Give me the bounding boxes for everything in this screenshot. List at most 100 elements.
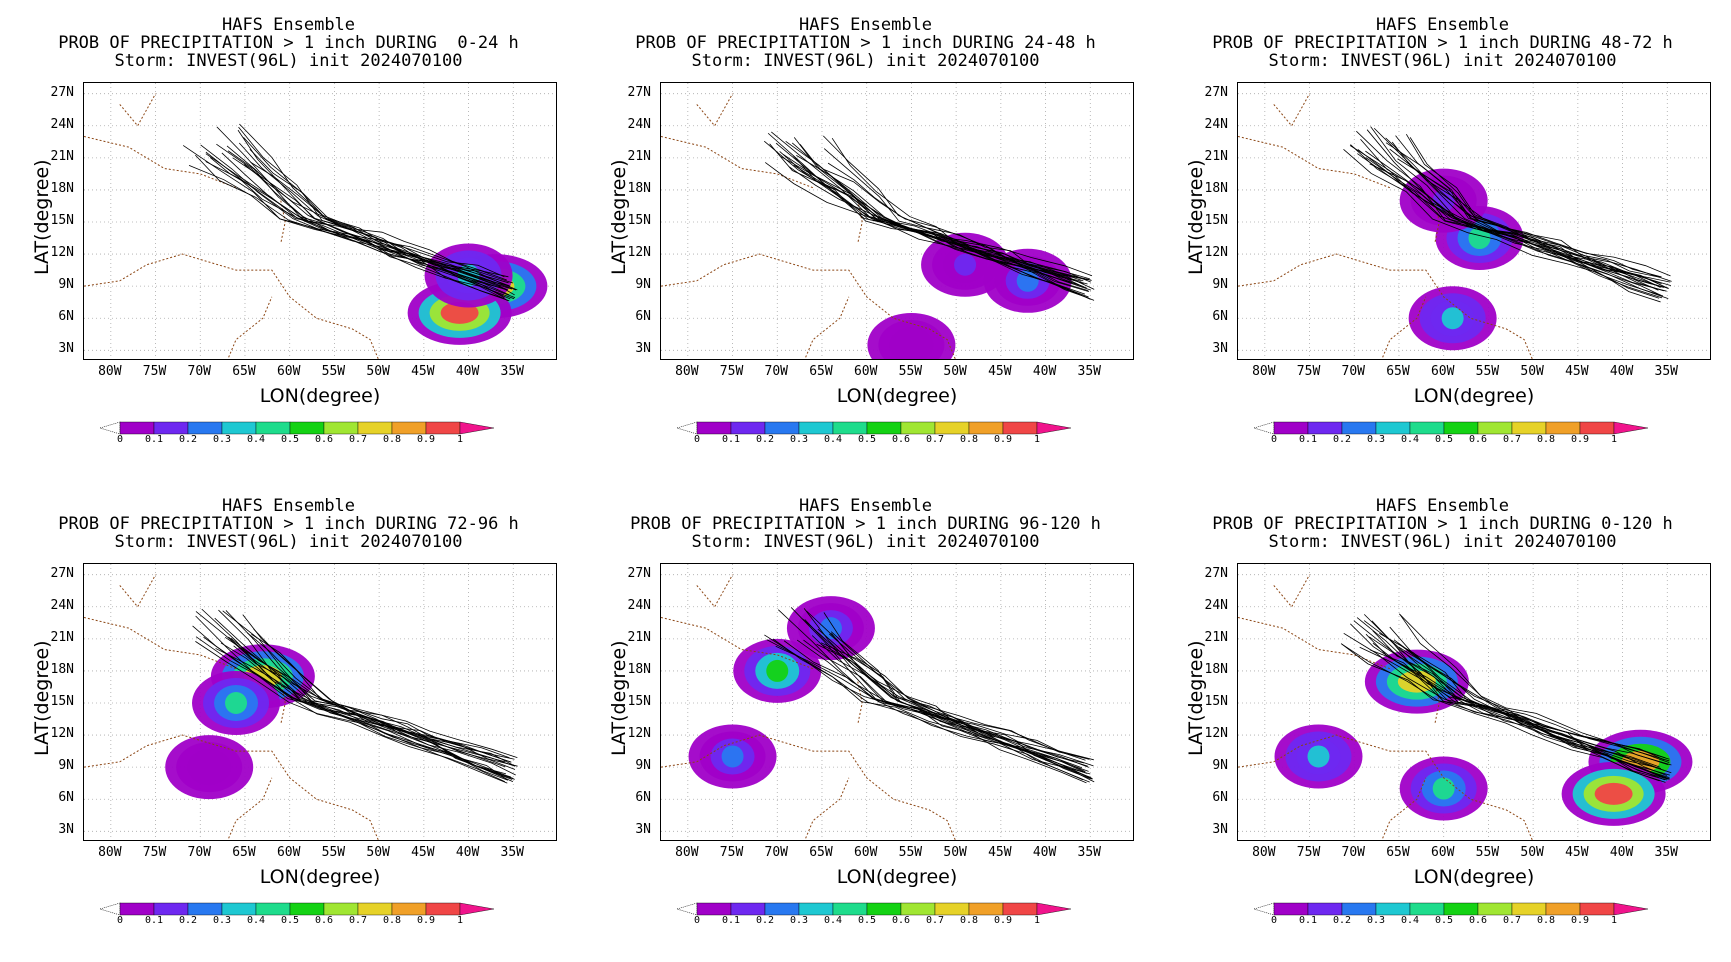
chart-panel: HAFS Ensemble PROB OF PRECIPITATION > 1 i… xyxy=(0,0,577,481)
colorbar-label: 0.8 xyxy=(382,915,402,926)
colorbar-bin xyxy=(934,421,970,435)
colorbar-bin xyxy=(1307,902,1343,916)
colorbar-label: 0.4 xyxy=(823,915,843,926)
colorbar-bin xyxy=(1545,421,1581,435)
colorbar-label: 0.5 xyxy=(1434,915,1454,926)
colorbar-label: 0 xyxy=(1270,915,1278,926)
colorbar-over xyxy=(459,902,495,916)
precip-cell xyxy=(1594,782,1633,805)
ensemble-track xyxy=(224,637,507,775)
coastline xyxy=(84,253,379,359)
x-tick-label: 50W xyxy=(943,364,967,379)
colorbar-bin xyxy=(1443,421,1479,435)
ensemble-track xyxy=(1370,126,1667,292)
x-tick-label: 45W xyxy=(1565,845,1589,860)
y-tick-label: 24N xyxy=(50,597,74,613)
y-tick-label: 3N xyxy=(58,341,74,357)
ensemble-track xyxy=(238,644,515,780)
ensemble-track xyxy=(243,137,509,278)
map-svg xyxy=(661,83,1133,359)
x-tick-label: 35W xyxy=(1077,845,1102,860)
ensemble-track xyxy=(195,615,510,759)
ensemble-track xyxy=(771,131,1088,285)
colorbar-label: 0.6 xyxy=(314,915,334,926)
colorbar-under xyxy=(1252,421,1275,435)
x-tick-label: 40W xyxy=(1032,845,1057,860)
ensemble-track xyxy=(1399,614,1666,759)
y-tick-label: 24N xyxy=(627,116,651,132)
ensemble-track xyxy=(828,633,1091,778)
ensemble-track xyxy=(1385,142,1671,277)
x-tick-label: 35W xyxy=(500,364,525,379)
y-tick-label: 6N xyxy=(635,309,651,325)
colorbar-bin xyxy=(221,902,257,916)
x-tick-label: 50W xyxy=(1520,845,1544,860)
colorbar-label: 1 xyxy=(1610,915,1618,926)
ensemble-track xyxy=(1385,137,1669,290)
y-tick-label: 18N xyxy=(50,661,74,677)
x-tick-label: 55W xyxy=(1475,364,1500,379)
x-tick-label: 65W xyxy=(1386,364,1410,379)
x-tick-label: 75W xyxy=(142,364,167,379)
colorbar-label: 0.8 xyxy=(382,434,402,445)
ensemble-track xyxy=(785,140,1090,292)
map-svg xyxy=(84,83,556,359)
ensemble-track xyxy=(806,610,1087,784)
colorbar: 0 0.1 0.2 0.3 0.4 0.5 0.6 0.7 0.8 0.9 1 xyxy=(1252,420,1704,450)
colorbar-bin xyxy=(425,902,461,916)
y-tick-label: 12N xyxy=(627,726,651,742)
x-tick-label: 50W xyxy=(943,845,967,860)
coastline xyxy=(1381,777,1427,840)
map-plot-area xyxy=(83,82,557,360)
x-axis-label: LON(degree) xyxy=(259,385,381,407)
x-tick-label: 65W xyxy=(232,845,256,860)
coastline xyxy=(857,681,863,725)
colorbar-bin xyxy=(832,902,868,916)
colorbar-svg xyxy=(675,421,1072,435)
x-tick-label: 55W xyxy=(1475,845,1500,860)
precip-cell xyxy=(721,745,744,768)
colorbar-bin xyxy=(1579,902,1615,916)
x-tick-label: 65W xyxy=(809,364,833,379)
colorbar-bin xyxy=(1341,902,1377,916)
colorbar-label: 0.1 xyxy=(144,434,164,445)
colorbar-over xyxy=(1036,421,1072,435)
colorbar-label: 0.6 xyxy=(314,434,334,445)
coastline xyxy=(661,616,814,670)
colorbar: 0 0.1 0.2 0.3 0.4 0.5 0.6 0.7 0.8 0.9 1 xyxy=(675,420,1127,450)
chart-panel: HAFS Ensemble PROB OF PRECIPITATION > 1 i… xyxy=(0,481,577,962)
chart-panel: HAFS Ensemble PROB OF PRECIPITATION > 1 i… xyxy=(1154,0,1731,481)
colorbar-label: 0.1 xyxy=(1298,915,1318,926)
colorbar-label: 0.8 xyxy=(959,434,979,445)
colorbar-bin xyxy=(153,421,189,435)
colorbar-label: 0.9 xyxy=(993,434,1013,445)
ensemble-track xyxy=(831,632,1090,783)
x-tick-label: 70W xyxy=(1341,364,1365,379)
x-tick-label: 55W xyxy=(321,364,346,379)
coastline xyxy=(696,93,733,127)
ensemble-track xyxy=(817,628,1093,780)
y-tick-label: 3N xyxy=(58,822,74,838)
colorbar-bin xyxy=(119,902,155,916)
y-tick-label: 12N xyxy=(50,245,74,261)
x-tick-label: 60W xyxy=(276,845,301,860)
colorbar-bin xyxy=(221,421,257,435)
x-tick-label: 40W xyxy=(1032,364,1057,379)
colorbar-label: 0 xyxy=(116,915,124,926)
ensemble-track xyxy=(790,607,1088,774)
ensemble-track xyxy=(188,164,510,287)
colorbar-label: 0 xyxy=(116,434,124,445)
y-tick-label: 18N xyxy=(50,180,74,196)
colorbar-bin xyxy=(323,902,359,916)
colorbar-label: 0.8 xyxy=(1536,434,1556,445)
colorbar-bin xyxy=(1409,421,1445,435)
ensemble-track xyxy=(232,157,508,291)
colorbar-bin xyxy=(696,902,732,916)
colorbar-label: 0.9 xyxy=(416,915,436,926)
x-tick-label: 65W xyxy=(232,364,256,379)
y-tick-label: 15N xyxy=(50,694,74,709)
x-axis-label: LON(degree) xyxy=(1413,866,1535,888)
map-plot-area xyxy=(83,563,557,841)
x-tick-label: 45W xyxy=(988,845,1012,860)
x-tick-label: 75W xyxy=(1296,364,1321,379)
